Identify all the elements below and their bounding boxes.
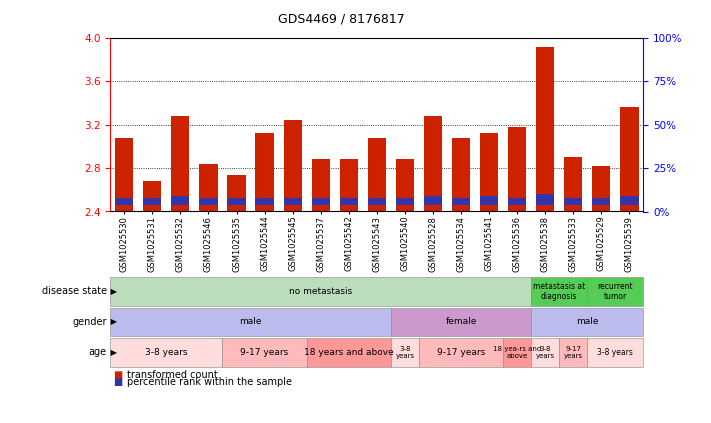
Bar <box>620 196 638 205</box>
Bar <box>620 107 638 212</box>
Bar <box>228 175 245 212</box>
Bar <box>396 198 414 205</box>
Text: recurrent
tumor: recurrent tumor <box>597 282 634 301</box>
Text: ▶: ▶ <box>108 317 117 327</box>
Bar <box>143 181 161 212</box>
Bar <box>536 47 555 212</box>
Bar <box>592 198 611 205</box>
Text: percentile rank within the sample: percentile rank within the sample <box>127 377 292 387</box>
Text: 9-17
years: 9-17 years <box>564 346 583 359</box>
Text: female: female <box>445 317 476 327</box>
Text: 3-8 years: 3-8 years <box>145 348 188 357</box>
Text: metastasis at
diagnosis: metastasis at diagnosis <box>533 282 585 301</box>
Bar <box>396 159 414 212</box>
Text: ■: ■ <box>114 370 126 380</box>
Bar <box>564 198 582 205</box>
Bar <box>255 198 274 205</box>
Text: 9-17 years: 9-17 years <box>437 348 485 357</box>
Text: 18 years and above: 18 years and above <box>304 348 394 357</box>
Text: male: male <box>576 317 599 327</box>
Bar <box>340 159 358 212</box>
Bar <box>480 133 498 212</box>
Bar <box>368 198 386 205</box>
Bar <box>115 198 134 205</box>
Bar <box>592 166 611 212</box>
Bar <box>480 196 498 205</box>
Bar <box>284 121 301 212</box>
Bar <box>508 198 526 205</box>
Bar <box>311 159 330 212</box>
Text: 18 yea-rs and
above: 18 yea-rs and above <box>493 346 541 359</box>
Bar <box>284 198 301 205</box>
Text: age: age <box>89 347 107 357</box>
Text: GDS4469 / 8176817: GDS4469 / 8176817 <box>278 13 405 26</box>
Bar <box>199 198 218 205</box>
Text: 3-8 years: 3-8 years <box>597 348 634 357</box>
Text: gender: gender <box>72 317 107 327</box>
Text: male: male <box>240 317 262 327</box>
Bar <box>424 196 442 205</box>
Text: ▶: ▶ <box>108 348 117 357</box>
Bar <box>171 196 190 205</box>
Text: disease state: disease state <box>41 286 107 297</box>
Bar <box>452 138 470 212</box>
Bar <box>115 138 134 212</box>
Bar <box>311 198 330 205</box>
Bar <box>368 138 386 212</box>
Bar <box>171 116 190 212</box>
Bar <box>255 133 274 212</box>
Text: 9-17 years: 9-17 years <box>240 348 289 357</box>
Bar <box>536 194 555 205</box>
Text: ▶: ▶ <box>108 287 117 296</box>
Bar <box>564 157 582 212</box>
Text: no metastasis: no metastasis <box>289 287 353 296</box>
Text: ■: ■ <box>114 377 126 387</box>
Text: transformed count: transformed count <box>127 370 218 380</box>
Text: 3-8
years: 3-8 years <box>395 346 415 359</box>
Bar <box>143 198 161 205</box>
Bar <box>424 116 442 212</box>
Text: 3-8
years: 3-8 years <box>535 346 555 359</box>
Bar <box>199 164 218 212</box>
Bar <box>452 198 470 205</box>
Bar <box>340 198 358 205</box>
Bar <box>228 198 245 205</box>
Bar <box>508 127 526 212</box>
